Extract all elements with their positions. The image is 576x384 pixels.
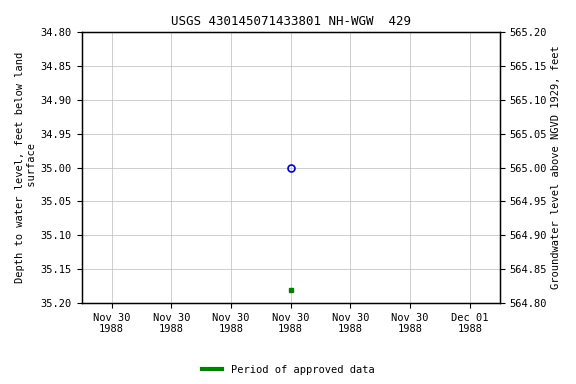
Legend: Period of approved data: Period of approved data: [198, 361, 378, 379]
Y-axis label: Groundwater level above NGVD 1929, feet: Groundwater level above NGVD 1929, feet: [551, 46, 561, 290]
Y-axis label: Depth to water level, feet below land
 surface: Depth to water level, feet below land su…: [15, 52, 37, 283]
Title: USGS 430145071433801 NH-WGW  429: USGS 430145071433801 NH-WGW 429: [170, 15, 411, 28]
